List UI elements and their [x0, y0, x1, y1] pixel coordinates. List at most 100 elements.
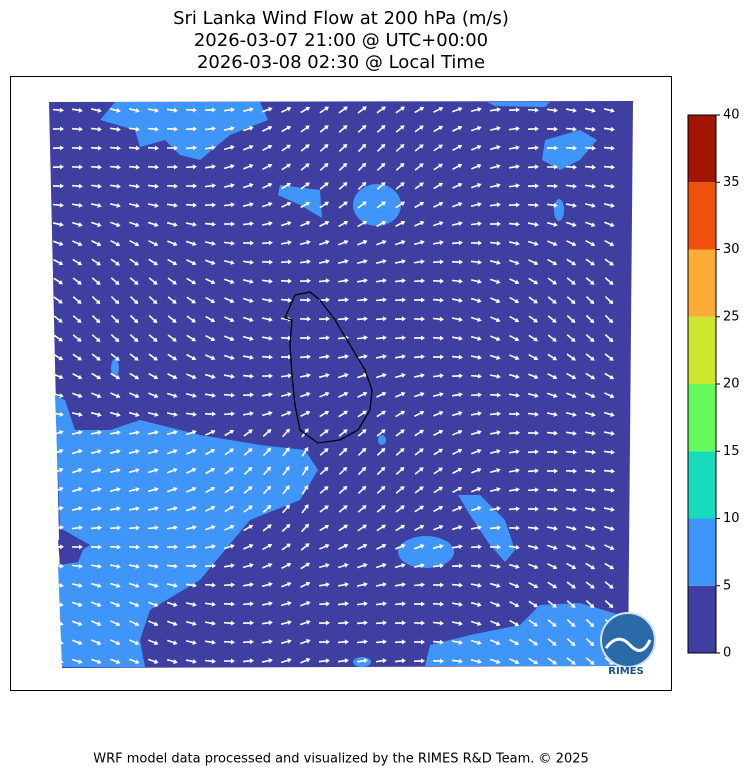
wind-arrow: [584, 183, 596, 189]
wind-arrow: [299, 259, 311, 265]
wind-arrow: [452, 429, 463, 436]
wind-arrow: [52, 107, 64, 113]
wind-arrow: [128, 411, 140, 417]
wind-arrow: [223, 202, 235, 208]
wind-arrow: [72, 601, 83, 608]
wind-arrow: [128, 544, 140, 550]
wind-arrow: [489, 183, 501, 188]
wind-arrow: [91, 314, 101, 324]
wind-arrow: [414, 448, 424, 456]
wind-arrow: [527, 126, 539, 132]
wind-arrow: [185, 582, 197, 588]
wind-arrow: [72, 620, 83, 627]
wind-arrow: [451, 221, 463, 226]
wind-arrow: [110, 295, 120, 305]
wind-arrow: [470, 335, 482, 341]
wind-arrow: [375, 620, 387, 626]
wind-arrow: [242, 411, 254, 417]
wind-arrow: [565, 164, 577, 170]
wind-arrow: [167, 448, 178, 455]
wind-arrow: [395, 448, 405, 456]
wind-arrow: [109, 126, 121, 132]
wind-arrow: [129, 221, 140, 228]
wind-arrow: [71, 126, 83, 132]
wind-arrow: [433, 524, 444, 531]
wind-arrow: [451, 316, 463, 322]
wind-arrow: [394, 335, 406, 341]
wind-arrow: [547, 277, 557, 285]
wind-arrow: [528, 259, 539, 266]
wind-arrow: [395, 163, 405, 171]
wind-arrow: [490, 297, 501, 304]
wind-arrow: [53, 467, 64, 474]
wind-arrow: [338, 543, 349, 550]
wind-arrow: [281, 106, 292, 113]
wind-arrow: [148, 240, 159, 247]
wind-arrow: [167, 620, 178, 627]
wind-arrow: [603, 525, 615, 531]
wind-arrow: [90, 563, 102, 569]
wind-arrow: [508, 544, 520, 550]
wind-arrow: [318, 639, 330, 645]
wind-arrow: [527, 487, 539, 493]
wind-arrow: [109, 430, 121, 436]
wind-arrow: [604, 372, 615, 380]
wind-arrow: [281, 201, 292, 208]
wind-zone: [398, 536, 454, 568]
wind-arrow: [527, 545, 539, 550]
wind-arrow: [186, 315, 196, 323]
wind-arrow: [357, 410, 368, 418]
wind-arrow: [565, 411, 577, 417]
wind-arrow: [414, 429, 425, 437]
wind-arrow: [148, 353, 158, 361]
wind-arrow: [204, 411, 216, 417]
wind-arrow: [489, 430, 501, 436]
wind-arrow: [547, 581, 558, 589]
wind-arrow: [471, 182, 482, 189]
wind-arrow: [90, 582, 102, 588]
colorbar: 0 5 10 15 20 25 30 35 40: [687, 108, 740, 661]
wind-arrow: [394, 563, 406, 569]
wind-arrow: [52, 392, 64, 398]
wind-arrow: [148, 620, 159, 627]
wind-arrow: [243, 182, 254, 189]
wind-arrow: [109, 563, 121, 569]
wind-arrow: [451, 354, 463, 360]
wind-arrow: [394, 582, 406, 588]
wind-arrow: [185, 658, 197, 664]
wind-arrow: [281, 125, 292, 133]
wind-arrow: [604, 221, 615, 228]
wind-arrow: [72, 296, 82, 304]
wind-arrow: [527, 411, 539, 417]
wind-arrow: [585, 258, 595, 266]
wind-arrow: [470, 240, 482, 246]
wind-arrow: [52, 659, 64, 664]
wind-arrow: [147, 582, 159, 588]
wind-arrow: [376, 543, 387, 550]
wind-arrow: [489, 260, 501, 265]
colorbar-segment: [688, 249, 716, 317]
wind-arrow: [72, 258, 83, 266]
wind-arrow: [357, 505, 367, 513]
wind-arrow: [527, 183, 539, 189]
wind-arrow: [224, 316, 235, 323]
wind-arrow: [432, 392, 444, 398]
wind-arrow: [319, 505, 329, 513]
wind-arrow: [413, 373, 425, 379]
wind-arrow: [338, 524, 349, 532]
wind-arrow: [242, 392, 254, 398]
wind-arrow: [300, 562, 311, 570]
wind-arrow: [565, 126, 577, 132]
wind-arrow: [262, 524, 272, 532]
wind-arrow: [433, 125, 444, 133]
wind-arrow: [167, 373, 178, 380]
wind-arrow: [356, 259, 368, 265]
wind-arrow: [52, 544, 64, 550]
wind-arrow: [585, 657, 595, 665]
wind-arrow: [71, 164, 83, 170]
wind-arrow: [167, 315, 177, 323]
wind-arrow: [509, 638, 520, 646]
wind-arrow: [90, 202, 102, 208]
colorbar-segment: [688, 451, 716, 519]
